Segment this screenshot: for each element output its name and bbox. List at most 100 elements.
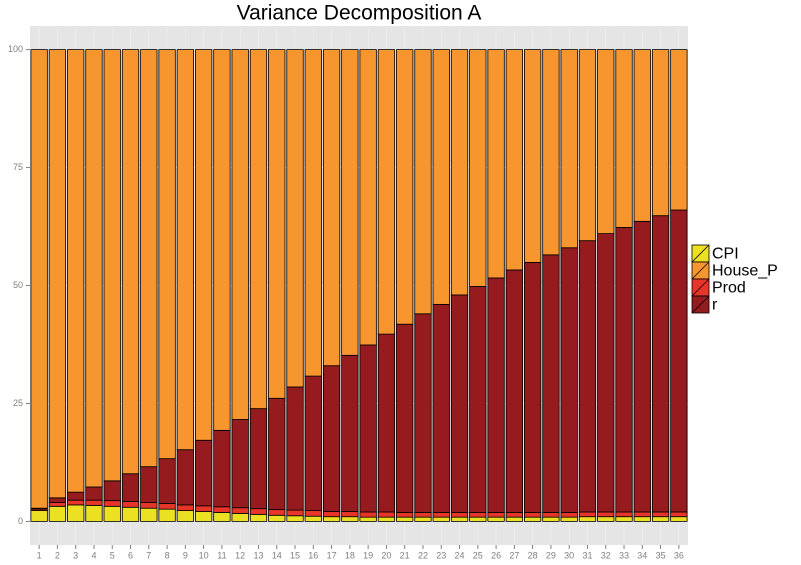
x-tick-label: 16 [308, 550, 318, 560]
bar-segment [469, 286, 487, 513]
x-tick-label: 28 [528, 550, 538, 560]
x-tick-label: 32 [601, 550, 611, 560]
bar-segment [542, 512, 560, 518]
bar-segment [48, 505, 67, 522]
bar-segment [85, 486, 103, 501]
bar-segment [176, 49, 194, 451]
x-tick-label: 29 [546, 550, 556, 560]
bar-segment [597, 516, 615, 522]
bar-segment [651, 516, 670, 522]
bar-segment [103, 49, 121, 482]
bar-segment [249, 49, 268, 410]
bar-segment [48, 49, 67, 499]
bar-segment [213, 49, 231, 431]
bar-segment [560, 49, 578, 249]
bar-segment [670, 49, 688, 211]
x-tick-label: 13 [253, 550, 263, 560]
x-tick-label: 2 [55, 550, 60, 560]
legend-label: CPI [712, 246, 739, 263]
bar-segment [505, 516, 523, 522]
bar-segment [432, 303, 450, 513]
bar-segment [85, 499, 103, 506]
x-tick-label: 25 [473, 550, 483, 560]
bar-segment [304, 375, 322, 511]
bar-segment [469, 516, 487, 522]
x-tick-label: 20 [381, 550, 391, 560]
y-tick-label: 100 [8, 44, 23, 54]
legend-key-slash [691, 244, 710, 263]
x-tick-label: 9 [183, 550, 188, 560]
bar-segment [450, 49, 469, 296]
bar-segment [195, 505, 213, 512]
bar-segment [158, 508, 176, 522]
bar-segment [377, 511, 396, 518]
bar-segment [67, 504, 85, 522]
bar-segment [505, 512, 523, 518]
bar-segment [195, 511, 213, 522]
bar-segment [432, 516, 450, 522]
bar-segment [578, 240, 597, 513]
bar-segment [578, 49, 597, 242]
x-tick-label: 6 [128, 550, 133, 560]
bar-segment [377, 516, 396, 522]
bar-segment [414, 512, 432, 518]
bar-segment [322, 511, 341, 518]
y-tick-label: 25 [13, 398, 23, 408]
bar-segment [195, 439, 213, 507]
x-tick-label: 10 [199, 550, 209, 560]
bar-segment [213, 429, 231, 508]
bar-segment [505, 269, 523, 513]
bar-segment [377, 333, 396, 513]
bar-segment [158, 503, 176, 510]
bar-segment [633, 511, 651, 518]
bar-segment [651, 215, 670, 513]
bar-segment [121, 473, 140, 502]
x-tick-label: 31 [582, 550, 592, 560]
bar-segment [195, 49, 213, 441]
bar-segment [414, 49, 432, 315]
bar-segment [633, 49, 651, 222]
bar-segment [469, 512, 487, 518]
x-tick-label: 7 [146, 550, 151, 560]
bar-segment [322, 365, 341, 512]
bar-segment [121, 501, 140, 508]
bar-segment [487, 516, 505, 522]
bar-segment [432, 49, 450, 305]
bar-segment [103, 500, 121, 507]
bar-segment [140, 507, 158, 522]
bar-segment [597, 233, 615, 513]
x-tick-label: 34 [637, 550, 647, 560]
bar-segment [597, 511, 615, 518]
bar-segment [505, 49, 523, 271]
bar-segment [67, 49, 85, 493]
bar-segment [158, 458, 176, 504]
bar-segment [524, 516, 542, 522]
x-tick-label: 33 [619, 550, 629, 560]
bar-segment [341, 354, 359, 512]
bar-segment [651, 49, 670, 217]
bar-segment [597, 49, 615, 235]
bar-segment [286, 49, 304, 388]
y-tick-label: 0 [18, 516, 23, 526]
x-tick-label: 19 [363, 550, 373, 560]
bar-segment [103, 505, 121, 522]
bar-segment [48, 497, 67, 503]
bar-segment [268, 49, 286, 399]
legend-label: House_P [712, 263, 778, 280]
bar-segment [341, 516, 359, 522]
bar-segment [85, 49, 103, 488]
bar-segment [268, 514, 286, 522]
bar-segment [140, 49, 158, 468]
bar-segment [359, 49, 377, 346]
bar-segment [560, 247, 578, 513]
x-tick-label: 30 [564, 550, 574, 560]
bar-segment [140, 466, 158, 503]
x-tick-label: 14 [272, 550, 282, 560]
bar-segment [487, 277, 505, 513]
legend-key-slash [691, 295, 710, 314]
bar-segment [268, 509, 286, 516]
x-tick-label: 15 [290, 550, 300, 560]
bar-segment [176, 504, 194, 511]
bar-segment [633, 516, 651, 522]
bar-segment [633, 220, 651, 513]
